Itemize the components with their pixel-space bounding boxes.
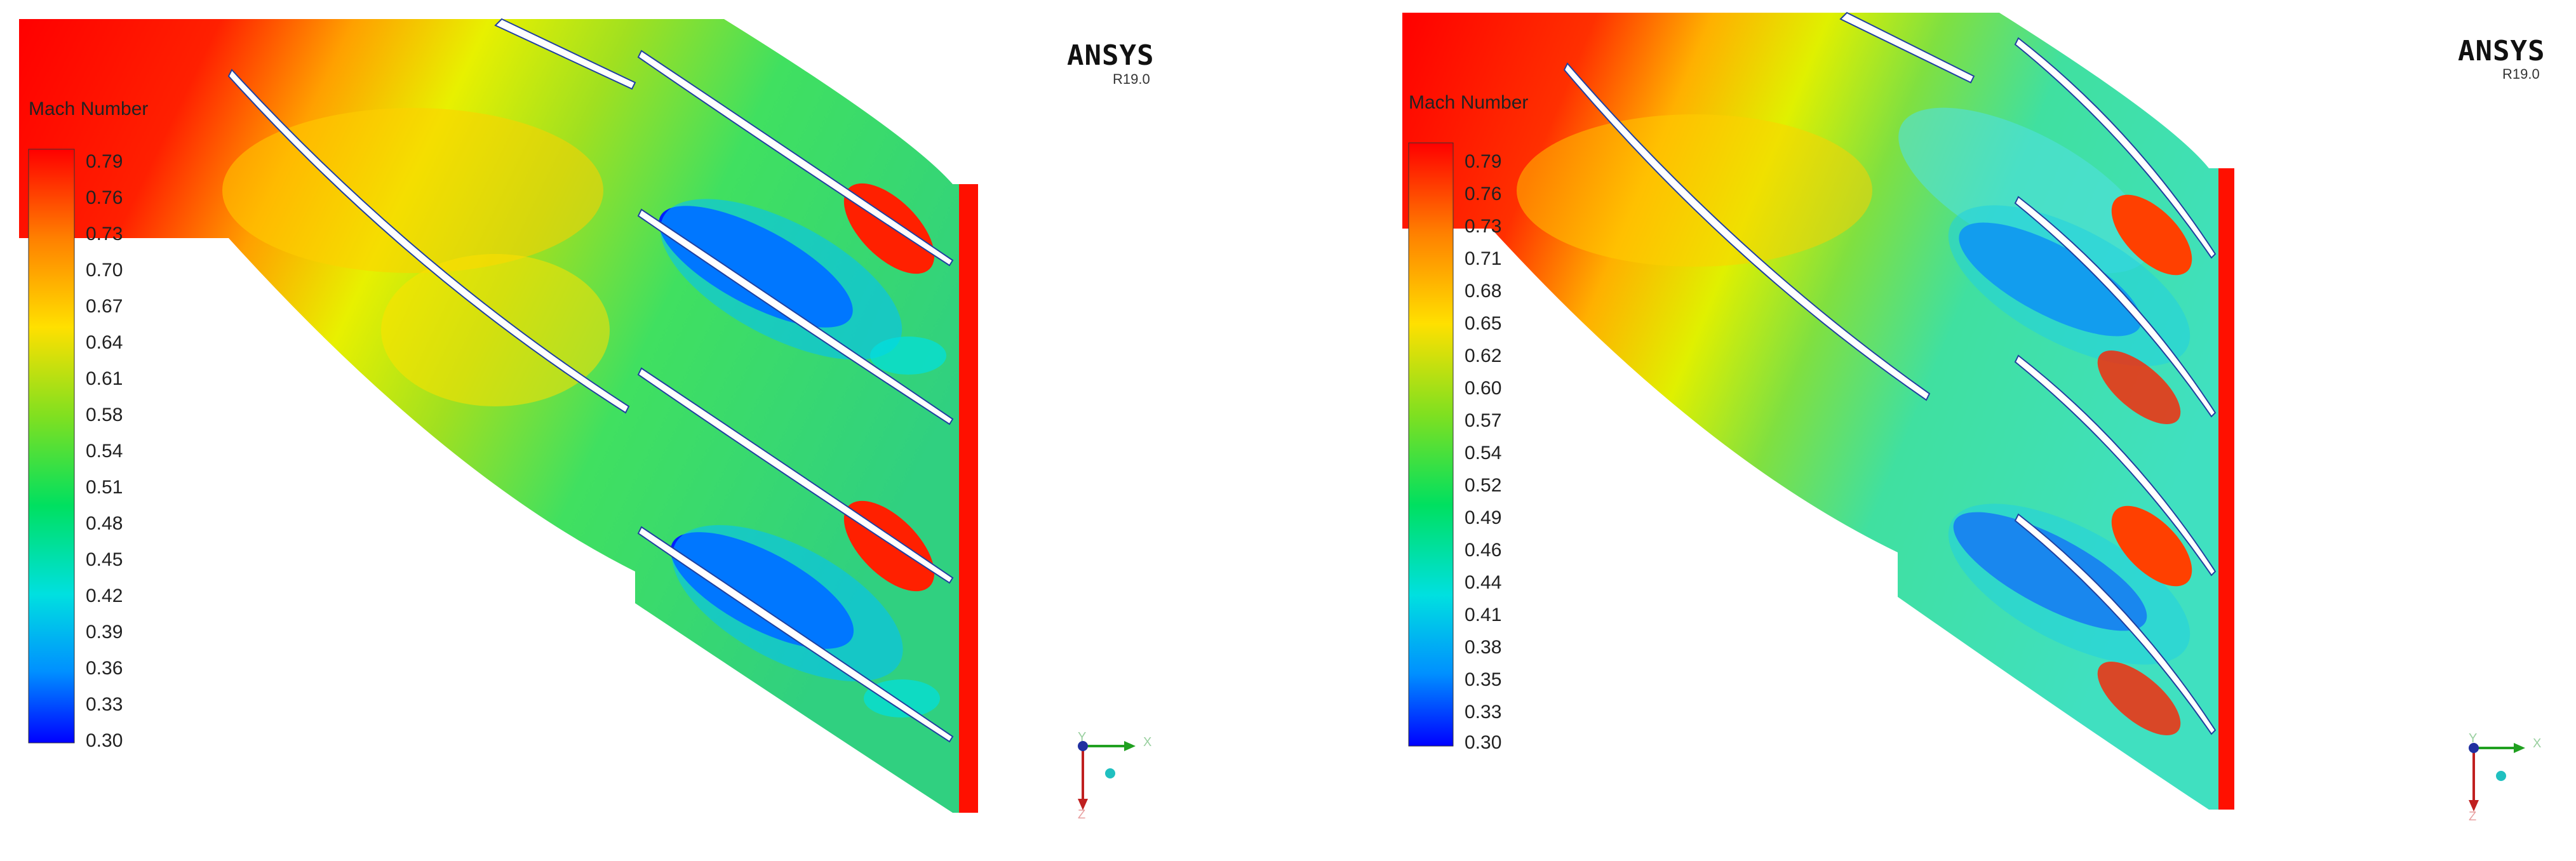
upper-blade bbox=[1839, 11, 1975, 84]
legend-tick: 0.73 bbox=[1465, 216, 1502, 237]
legend-tick: 0.38 bbox=[1465, 637, 1502, 658]
legend-tick: 0.67 bbox=[86, 296, 123, 317]
legend-tick: 0.62 bbox=[1465, 345, 1502, 366]
legend-tick: 0.71 bbox=[1465, 248, 1502, 269]
upper-blade bbox=[494, 18, 636, 90]
legend-color-bar bbox=[1408, 142, 1454, 747]
legend-tick: 0.41 bbox=[1465, 604, 1502, 625]
axis-z-label: Z bbox=[2469, 810, 2477, 824]
legend-tick: 0.68 bbox=[1465, 281, 1502, 302]
coordinate-triad bbox=[1078, 741, 1136, 810]
ansys-logo: ANSYS bbox=[1067, 39, 1155, 72]
axis-x-label: X bbox=[2533, 737, 2542, 751]
legend-tick: 0.79 bbox=[86, 151, 123, 172]
legend-tick: 0.70 bbox=[86, 260, 123, 281]
legend-tick: 0.61 bbox=[86, 368, 123, 389]
coordinate-triad bbox=[2469, 743, 2525, 811]
inlet-blade bbox=[227, 69, 630, 414]
legend-tick: 0.33 bbox=[1465, 702, 1502, 723]
legend-tick: 0.54 bbox=[1465, 443, 1502, 464]
stator-blade-2 bbox=[2014, 196, 2217, 418]
legend-tick: 0.39 bbox=[86, 622, 123, 643]
legend-tick: 0.35 bbox=[1465, 669, 1502, 690]
legend-tick: 0.52 bbox=[1465, 475, 1502, 496]
legend-title: Mach Number bbox=[29, 98, 149, 119]
legend-tick: 0.76 bbox=[1465, 184, 1502, 204]
legend-tick: 0.48 bbox=[86, 513, 123, 534]
axis-z-label: Z bbox=[1078, 808, 1086, 822]
blade-rows bbox=[1563, 11, 2217, 735]
legend-tick: 0.49 bbox=[1465, 507, 1502, 528]
stator-blade-4 bbox=[2014, 513, 2217, 735]
stator-blade-1 bbox=[637, 50, 954, 267]
legend-tick: 0.33 bbox=[86, 694, 123, 715]
contour-panel-left: Mach Number 0.79 0.76 0.73 0.70 0.67 0.6… bbox=[19, 18, 1155, 822]
stator-blade-4 bbox=[637, 526, 954, 743]
blade-rows bbox=[227, 18, 954, 743]
legend-tick: 0.51 bbox=[86, 477, 123, 498]
legend-tick: 0.36 bbox=[86, 658, 123, 679]
legend-title: Mach Number bbox=[1409, 92, 1529, 113]
stator-blade-3 bbox=[637, 367, 954, 584]
axis-y-label: Y bbox=[1078, 730, 1087, 744]
legend-tick: 0.45 bbox=[86, 549, 123, 570]
legend-tick: 0.57 bbox=[1465, 410, 1502, 431]
ansys-logo: ANSYS bbox=[2458, 35, 2546, 67]
mach-contour-plot bbox=[19, 18, 1136, 813]
legend-tick: 0.44 bbox=[1465, 572, 1502, 593]
ansys-version: R19.0 bbox=[1113, 71, 1150, 87]
legend-tick: 0.54 bbox=[86, 441, 123, 462]
legend-tick: 0.60 bbox=[1465, 378, 1502, 399]
legend-tick: 0.46 bbox=[1465, 540, 1502, 561]
legend-tick: 0.64 bbox=[86, 332, 123, 353]
legend-tick: 0.30 bbox=[86, 730, 123, 751]
legend-tick: 0.79 bbox=[1465, 151, 1502, 172]
legend-tick: 0.76 bbox=[86, 187, 123, 208]
stator-blade-3 bbox=[2014, 354, 2217, 577]
contour-panel-right: Mach Number 0.79 0.76 0.73 0.71 0.68 0.6… bbox=[1288, 0, 2576, 861]
stator-blade-1 bbox=[2014, 37, 2217, 259]
legend-tick: 0.30 bbox=[1465, 732, 1502, 753]
legend-tick: 0.65 bbox=[1465, 313, 1502, 334]
ansys-version: R19.0 bbox=[2502, 66, 2540, 82]
legend-tick: 0.42 bbox=[86, 585, 123, 606]
mach-contour-plot bbox=[1402, 11, 2525, 811]
flow-field bbox=[19, 19, 978, 813]
inlet-blade bbox=[1563, 62, 1931, 401]
legend-tick: 0.73 bbox=[86, 224, 123, 244]
legend-color-bar bbox=[28, 149, 75, 744]
legend-tick: 0.58 bbox=[86, 404, 123, 425]
axis-y-label: Y bbox=[2469, 731, 2478, 745]
axis-x-label: X bbox=[1143, 735, 1152, 749]
stator-blade-2 bbox=[637, 208, 954, 425]
